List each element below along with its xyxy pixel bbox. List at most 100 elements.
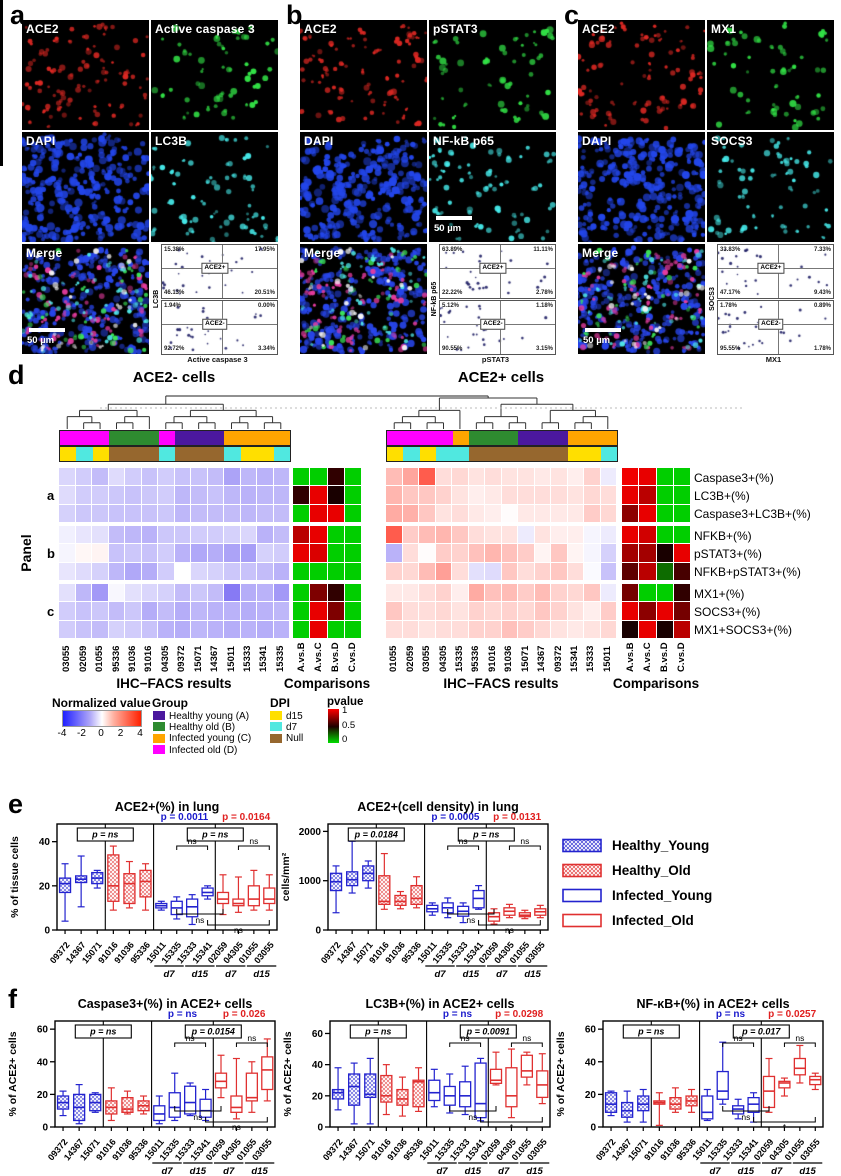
heatmap-cell <box>468 544 484 562</box>
annotation-cell <box>518 447 535 461</box>
heatmap-cell <box>141 486 157 504</box>
svg-text:d15: d15 <box>526 1166 543 1176</box>
svg-text:p = ns: p = ns <box>637 1027 664 1037</box>
pvalue-cell <box>310 526 327 544</box>
svg-text:ns: ns <box>468 1112 477 1122</box>
annotation-cell <box>273 447 290 461</box>
heatmap-cell <box>435 504 451 522</box>
comparison-block-ace2pos-2 <box>622 584 690 638</box>
heatmap-cell <box>518 544 534 562</box>
heatmap-cell <box>75 584 91 602</box>
heatmap-cell <box>75 526 91 544</box>
pvalue-cell <box>673 504 690 522</box>
pvalue-cell <box>673 620 690 638</box>
heatmap-cell <box>125 602 141 620</box>
heatmap-cell <box>141 584 157 602</box>
heatmap-cell <box>600 602 616 620</box>
comparison-column-label: A.vs.B <box>295 642 307 672</box>
heatmap-row-label: Caspase3+(%) <box>694 471 774 485</box>
heatmap-cell <box>257 544 273 562</box>
heatmap-cell <box>402 584 418 602</box>
comparison-block-ace2pos-0 <box>622 468 690 522</box>
heatmap-cell <box>92 544 108 562</box>
tile-label: MX1 <box>711 22 737 36</box>
pvalue-cell <box>622 562 639 580</box>
comparison-block-ace2pos-1 <box>622 526 690 580</box>
heatmap-cell <box>485 486 501 504</box>
svg-text:40: 40 <box>585 1057 597 1068</box>
annotation-cell <box>92 447 110 461</box>
comparison-block-ace2neg-0 <box>293 468 361 522</box>
facs-x-axis-label: MX1 <box>765 355 782 364</box>
pvalue-cell <box>622 526 639 544</box>
pvalue-cell <box>327 602 344 620</box>
svg-text:20: 20 <box>39 881 51 892</box>
annotation-cell <box>584 431 601 445</box>
column-label: 09372 <box>176 645 188 672</box>
heatmap-cell <box>59 562 75 580</box>
svg-text:p = 0.0091: p = 0.0091 <box>466 1027 510 1037</box>
heatmap-block-ace2pos-0 <box>386 468 616 522</box>
facs-gate-label: ACE2+ <box>479 263 507 274</box>
heatmap-cell <box>108 544 124 562</box>
heatmap-cell <box>419 584 435 602</box>
heatmap-cell <box>386 486 402 504</box>
heatmap-cell <box>435 562 451 580</box>
heatmap-cell <box>207 486 223 504</box>
annotation-cell <box>419 431 437 445</box>
heatmap-grids: 03055 02059 01055 95336 91036 91016 04305 09372… <box>0 0 841 672</box>
heatmap-cell <box>584 486 600 504</box>
svg-text:LC3B+(%) in ACE2+ cells: LC3B+(%) in ACE2+ cells <box>366 997 515 1011</box>
normalized-value-legend-title: Normalized value <box>52 696 151 710</box>
annotation-cell <box>158 447 175 461</box>
column-label: 91016 <box>143 645 155 672</box>
svg-text:d7: d7 <box>498 1166 510 1176</box>
microscopy-tile-ace2: ACE2 <box>22 20 149 130</box>
microscopy-image <box>22 244 149 354</box>
svg-text:d15: d15 <box>524 969 541 980</box>
heatmap-cell <box>224 584 240 602</box>
pvalue-cell <box>673 562 690 580</box>
pvalue-gradient <box>328 709 339 743</box>
heatmap-cell <box>452 602 468 620</box>
heatmap-block-ace2neg-2 <box>59 584 289 638</box>
heatmap-cell <box>534 468 550 486</box>
dpi-legend-title: DPI <box>270 696 291 710</box>
svg-text:d7: d7 <box>225 969 237 980</box>
pvalue-cell <box>293 602 310 620</box>
facs-percent-tl: 63.89% <box>442 247 463 253</box>
heatmap-cell <box>158 602 174 620</box>
column-label: 15011 <box>601 646 613 672</box>
scale-bar <box>585 328 621 332</box>
svg-text:d15: d15 <box>190 1166 207 1176</box>
svg-text:ACE2+(cell density) in lung: ACE2+(cell density) in lung <box>357 800 519 814</box>
heatmap-cell <box>435 526 451 544</box>
comparison-block-ace2neg-2 <box>293 584 361 638</box>
heatmap-cell <box>125 504 141 522</box>
heatmap-cell <box>567 620 583 638</box>
microscopy-tile-dapi: DAPI <box>22 132 149 242</box>
heatmap-cell <box>534 562 550 580</box>
heatmap-cell <box>273 602 289 620</box>
group-swatch <box>153 733 165 743</box>
pvalue-cell <box>622 620 639 638</box>
annotation-cell <box>452 447 470 461</box>
svg-text:20: 20 <box>37 1090 49 1101</box>
heatmap-cell <box>257 526 273 544</box>
microscopy-tile-merge: Merge <box>300 244 427 354</box>
heatmap-cell <box>240 562 256 580</box>
heatmap-row-label: LC3B+(%) <box>694 489 750 503</box>
microscopy-image <box>151 20 278 130</box>
facs-quadrant-ace2pos: 33.83% 7.33% 47.17% 9.43% ACE2+ <box>717 244 834 299</box>
heatmap-cell <box>600 526 616 544</box>
facs-plot: LC3B 15.38% 17.95% 46.13% 20.51% ACE2+ 1.94% 0.… <box>151 244 278 364</box>
pvalue-cell <box>656 602 673 620</box>
heatmap-cell <box>584 584 600 602</box>
heatmap-cell <box>59 486 75 504</box>
svg-text:p = 0.0257: p = 0.0257 <box>768 1009 817 1020</box>
legend-swatch-io <box>562 913 602 928</box>
heatmap-cell <box>257 584 273 602</box>
heatmap-cell <box>419 486 435 504</box>
heatmap-title-ace2neg: ACE2- cells <box>132 369 216 386</box>
pvalue-cell <box>344 584 361 602</box>
